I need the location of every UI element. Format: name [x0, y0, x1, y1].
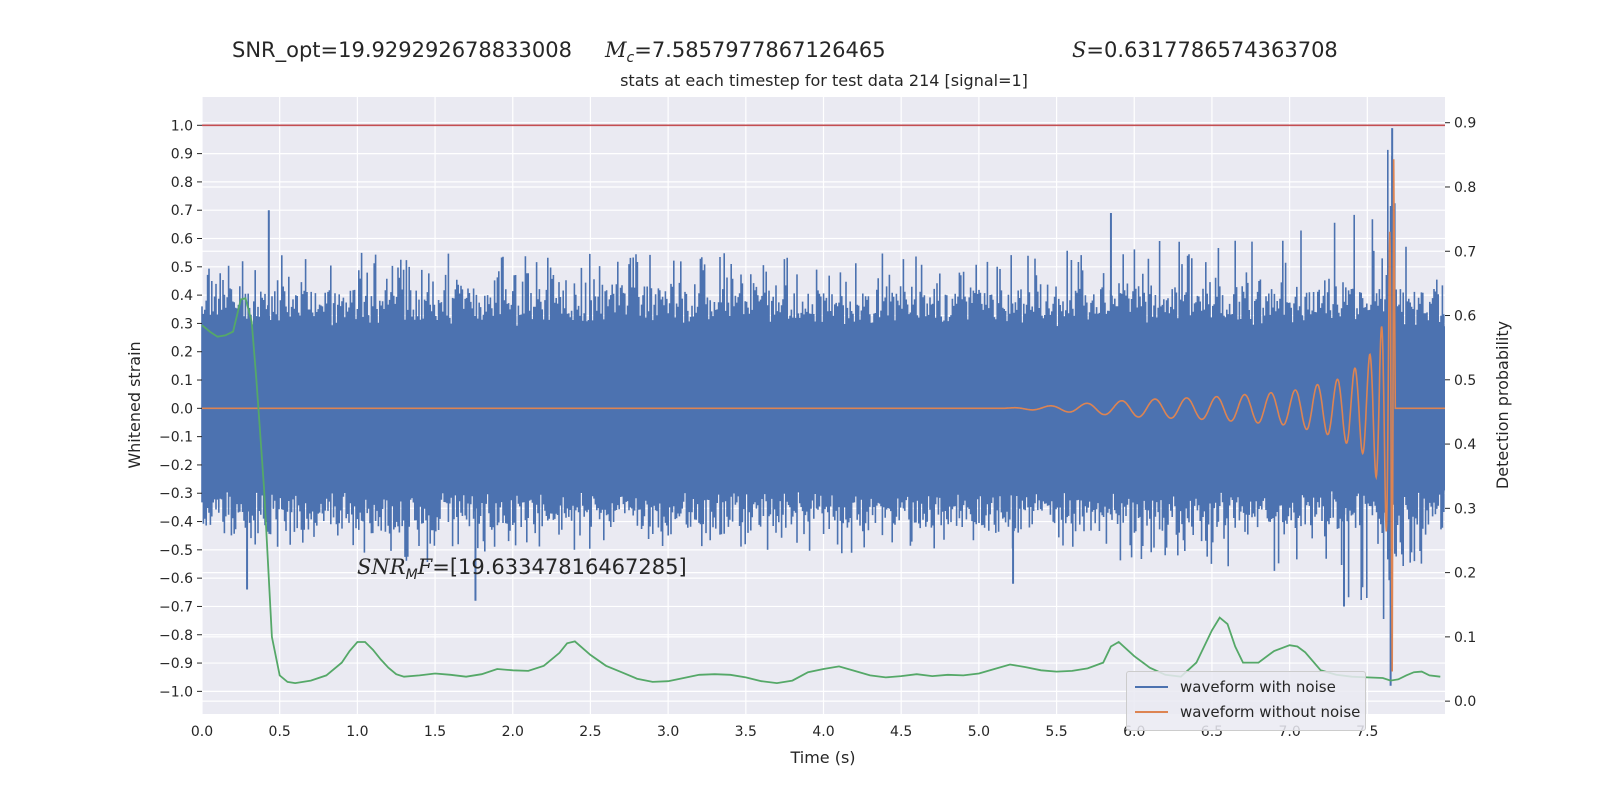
y-tick-label-5: 0.5 [171, 260, 193, 276]
y-tick-label-18: −0.8 [159, 628, 193, 644]
y2-tick-label-4: 0.5 [1454, 373, 1476, 389]
legend-item-clean: waveform without noise [1135, 703, 1360, 721]
snr-mf-annotation: SNRMF=[19.63347816467285] [357, 555, 687, 583]
y-tick-label-16: −0.6 [159, 571, 193, 587]
chirp-mass-subscript: c [626, 50, 635, 67]
y-tick-label-0: 1.0 [171, 118, 193, 134]
y2-tick-label-5: 0.4 [1454, 437, 1476, 453]
chirp-mass-text: Mc=7.5857977867126465 [605, 38, 886, 66]
y-tick-label-10: 0.0 [171, 401, 193, 417]
y-tick-label-4: 0.6 [171, 232, 193, 248]
y-tick-label-17: −0.7 [159, 599, 193, 615]
x-tick-label-4: 2.0 [502, 724, 524, 740]
x-tick-label-10: 5.0 [968, 724, 990, 740]
y-tick-label-6: 0.4 [171, 288, 193, 304]
x-tick-label-5: 2.5 [579, 724, 601, 740]
probability-layer [201, 297, 1441, 685]
y2-tick-label-2: 0.7 [1454, 244, 1476, 260]
y-tick-label-7: 0.3 [171, 316, 193, 332]
legend-swatch-clean [1135, 711, 1168, 713]
y2-tick-labels: 0.9 0.8 0.7 0.6 0.5 0.4 0.3 0.2 0.1 0.0 [1445, 116, 1476, 710]
y2-tick-label-1: 0.8 [1454, 180, 1476, 196]
s-stat-value: =0.6317786574363708 [1086, 38, 1338, 62]
snr-opt-text: SNR_opt=19.929292678833008 [232, 38, 572, 62]
x-tick-label-3: 1.5 [424, 724, 446, 740]
y-tick-label-1: 0.9 [171, 147, 193, 163]
clean-waveform-layer [202, 159, 1445, 672]
s-stat-symbol: S [1072, 38, 1087, 62]
y2-axis-label: Detection probability [1493, 321, 1512, 489]
x-tick-label-2: 1.0 [346, 724, 368, 740]
y-tick-label-9: 0.1 [171, 373, 193, 389]
y-tick-label-14: −0.4 [159, 515, 193, 531]
clean-waveform-line [202, 159, 1445, 672]
snr-mf-rest: F [417, 555, 433, 579]
y-tick-label-20: −1.0 [159, 684, 193, 700]
y-tick-label-11: −0.1 [159, 430, 193, 446]
y2-tick-label-7: 0.2 [1454, 566, 1476, 582]
y2-tick-label-3: 0.6 [1454, 309, 1476, 325]
y-tick-label-8: 0.2 [171, 345, 193, 361]
y-tick-label-3: 0.7 [171, 203, 193, 219]
y2-tick-label-6: 0.3 [1454, 501, 1476, 517]
legend: waveform with noise waveform without noi… [1126, 671, 1366, 731]
legend-label-clean: waveform without noise [1180, 703, 1361, 721]
y2-tick-label-8: 0.1 [1454, 630, 1476, 646]
legend-label-noise: waveform with noise [1180, 678, 1336, 696]
s-stat-text: S=0.6317786574363708 [1072, 38, 1338, 62]
y-tick-labels: 1.0 0.9 0.8 0.7 0.6 0.5 0.4 0.3 0.2 0.1 0.0 −0.1 −0.… [159, 118, 202, 700]
y2-tick-label-0: 0.9 [1454, 116, 1476, 132]
x-tick-label-9: 4.5 [890, 724, 912, 740]
legend-swatch-noise [1135, 686, 1168, 688]
x-tick-label-1: 0.5 [269, 724, 291, 740]
y2-tick-label-9: 0.0 [1454, 694, 1476, 710]
x-tick-label-7: 3.5 [735, 724, 757, 740]
x-tick-label-0: 0.0 [191, 724, 213, 740]
y-tick-label-2: 0.8 [171, 175, 193, 191]
y-tick-label-19: −0.9 [159, 656, 193, 672]
y-tick-label-15: −0.5 [159, 543, 193, 559]
x-axis-label: Time (s) [789, 748, 855, 767]
snr-mf-subscript: M [405, 567, 418, 584]
y-axis-label: Whitened strain [125, 341, 144, 468]
chart-title: stats at each timestep for test data 214… [620, 71, 1028, 90]
probability-line [201, 297, 1441, 685]
y-tick-label-13: −0.3 [159, 486, 193, 502]
chirp-mass-value: =7.5857977867126465 [634, 38, 886, 62]
snr-mf-symbol: SNR [357, 555, 406, 579]
chirp-mass-symbol: M [605, 38, 627, 62]
x-tick-label-6: 3.0 [657, 724, 679, 740]
legend-item-noise: waveform with noise [1135, 678, 1336, 696]
x-tick-label-8: 4.0 [812, 724, 834, 740]
snr-mf-value: =[19.63347816467285] [432, 555, 687, 579]
snr-opt-value: SNR_opt=19.929292678833008 [232, 38, 572, 62]
x-tick-label-11: 5.5 [1045, 724, 1067, 740]
y-tick-label-12: −0.2 [159, 458, 193, 474]
